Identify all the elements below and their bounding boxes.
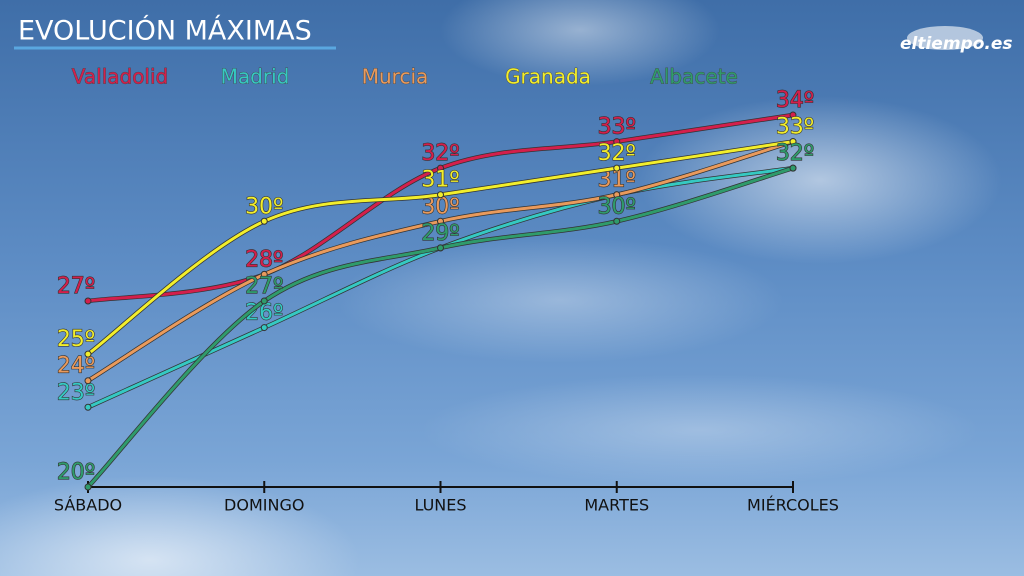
- point: [789, 111, 797, 119]
- legend-entry: Albacete: [650, 65, 738, 89]
- value-label: 27º: [57, 274, 95, 299]
- legend-entry: Granada: [505, 65, 591, 89]
- legend-entry: Valladolid: [72, 65, 169, 89]
- point: [437, 191, 444, 199]
- chart-title: EVOLUCIÓN MÁXIMAS: [18, 15, 312, 47]
- value-label: 31º: [421, 168, 459, 193]
- value-label: 27º: [245, 274, 283, 299]
- value-label: 34º: [776, 88, 814, 113]
- point: [260, 324, 268, 332]
- value-label: 29º: [421, 221, 459, 246]
- value-label: 32º: [421, 141, 459, 166]
- point: [84, 297, 92, 305]
- point: [437, 164, 444, 172]
- point: [613, 217, 621, 225]
- x-tick-label: DOMINGO: [224, 496, 304, 515]
- point: [84, 350, 92, 358]
- value-label: 30º: [598, 194, 636, 219]
- value-label: 20º: [57, 460, 95, 485]
- point: [84, 483, 92, 491]
- value-label: 24º: [57, 354, 95, 379]
- logo: eltiempo.es: [900, 34, 1013, 54]
- value-label: 32º: [598, 141, 636, 166]
- value-label: 33º: [598, 115, 636, 140]
- x-tick-label: MIÉRCOLES: [747, 496, 839, 515]
- value-label: 33º: [776, 115, 814, 140]
- point: [84, 403, 92, 411]
- x-tick-label: MARTES: [584, 496, 649, 515]
- logo-cloud: [907, 26, 983, 50]
- point: [260, 217, 268, 225]
- plot: SÁBADO DOMINGO LUNES MARTES MIÉRCOLES Vallado…: [54, 64, 839, 515]
- point: [613, 164, 621, 172]
- point: [613, 191, 621, 199]
- x-tick-label: LUNES: [414, 496, 466, 515]
- point: [260, 297, 268, 305]
- legend-entry: Madrid: [221, 65, 290, 89]
- series-line: [86, 166, 794, 489]
- point: [789, 138, 797, 146]
- value-label: 25º: [57, 327, 95, 352]
- point: [437, 244, 444, 252]
- value-label: 30º: [245, 194, 283, 219]
- point: [789, 164, 797, 172]
- point: [260, 270, 268, 278]
- value-label: 32º: [776, 141, 814, 166]
- point: [437, 217, 444, 225]
- legend-entry: Murcia: [362, 65, 429, 89]
- value-label: 23º: [57, 380, 95, 405]
- point: [84, 377, 92, 385]
- x-tick-label: SÁBADO: [54, 496, 122, 515]
- point: [613, 138, 621, 146]
